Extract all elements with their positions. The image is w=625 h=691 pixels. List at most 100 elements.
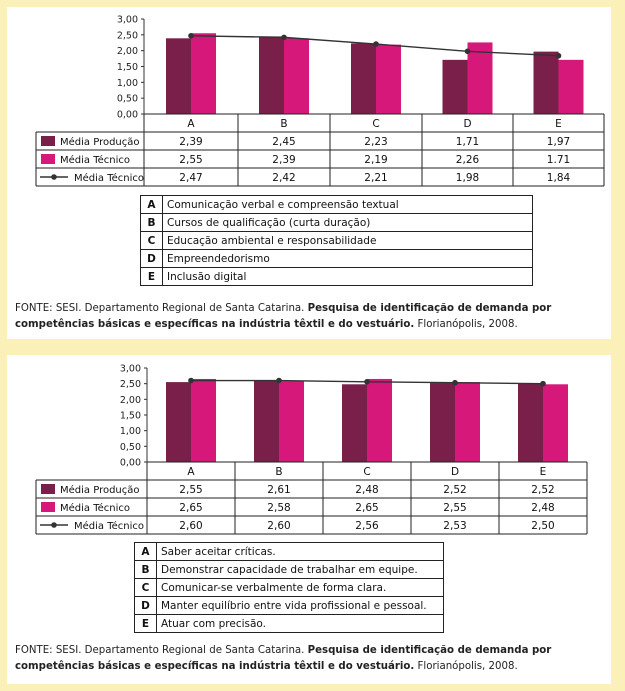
line-point-c [373,41,379,47]
y-tick-label: 0,00 [120,458,141,469]
line-point-d [464,48,471,55]
category-label-a: A [187,466,195,478]
y-tick-label: 1,00 [120,426,141,437]
data-label: 2,56 [355,520,379,532]
row-label-tecnico: Média Técnico [60,154,130,166]
data-label: 2,50 [531,520,554,532]
bar-tecnico-c [367,378,392,462]
legend-swatch-tecnico [41,502,55,512]
bar-tecnico-d [467,42,493,114]
row-label-line: Média Técnico [74,520,144,532]
bar-producao-c [351,43,376,115]
data-label: 2,60 [179,520,202,532]
data-label: 2,61 [267,484,290,496]
line-point-d [452,379,458,386]
row-label-producao: Média Produção [60,484,140,496]
line-point-e [540,380,546,387]
data-label: 2,45 [272,136,295,148]
legend-text: Manter equilíbrio entre vida profissiona… [156,596,444,615]
legend-row-b: B Cursos de qualificação (curta duração) [140,213,533,232]
legend-swatch-producao [41,136,55,146]
y-tick-label: 3,00 [117,15,138,26]
legend-text: Saber aceitar críticas. [156,542,444,561]
line-point-e [555,52,562,59]
y-tick-label: 2,50 [117,30,138,41]
chart-panel-1: 3,00 2,50 2,00 1,50 1,00 0,50 0,00 A B C D E Média P… [7,7,611,339]
y-tick-label: 2,00 [117,46,138,57]
legend-table-2: A Saber aceitar críticas. B Demonstrar capa… [134,542,444,633]
line-point-b [281,34,287,41]
category-label-b: B [280,118,287,130]
data-label: 2,26 [456,154,480,166]
data-label: 2,65 [179,502,202,514]
data-label: 1,84 [547,172,571,184]
legend-line-marker [51,174,57,180]
legend-code: A [140,195,163,214]
bar-tecnico-a [191,378,216,462]
chart-1: 3,00 2,50 2,00 1,50 1,00 0,50 0,00 A B C D E Média P… [35,15,605,187]
category-label-d: D [451,466,459,478]
data-label: 2,58 [267,502,290,514]
data-label: 2,48 [531,502,554,514]
legend-code: C [140,231,163,250]
y-tick-label: 0,50 [120,442,141,453]
legend-text: Educação ambiental e responsabilidade [162,231,533,250]
legend-text: Comunicar-se verbalmente de forma clara. [156,578,444,597]
legend-row-e: E Inclusão digital [140,267,533,286]
bar-tecnico-e [558,59,584,114]
legend-text: Inclusão digital [162,267,533,286]
chart-panel-2: 3,00 2,50 2,00 1,50 1,00 0,50 0,00 A B C D E Média P… [7,355,611,684]
category-label-b: B [275,466,282,478]
data-label: 2,42 [272,172,295,184]
category-label-e: E [555,118,562,130]
y-tick-label: 1,50 [117,62,138,73]
data-label: 1,71 [456,136,479,148]
legend-code: B [140,213,163,232]
data-label: 2,23 [364,136,387,148]
category-label-c: C [363,466,370,478]
legend-row-c: C Comunicar-se verbalmente de forma clara… [134,578,444,597]
data-label: 2,60 [267,520,290,532]
bar-tecnico-c [376,44,401,114]
source-note-1: FONTE: SESI. Departamento Regional de Sa… [15,303,552,330]
data-label: 2,39 [272,154,295,166]
data-label: 2,55 [443,502,466,514]
data-label: 1,98 [456,172,479,184]
category-label-a: A [187,118,195,130]
legend-row-c: C Educação ambiental e responsabilidade [140,231,533,250]
legend-row-b: B Demonstrar capacidade de trabalhar em e… [134,560,444,579]
bar-tecnico-d [455,382,480,462]
line-point-c [364,378,370,385]
legend-code: E [140,267,163,286]
legend-text: Cursos de qualificação (curta duração) [162,213,533,232]
bar-producao-b [259,36,284,114]
source-note-2: FONTE: SESI. Departamento Regional de Sa… [15,645,552,672]
bar-producao-d [430,383,455,462]
y-tick-label: 3,00 [120,364,141,375]
legend-line-marker [51,522,57,528]
data-label: 1,97 [547,136,570,148]
legend-row-d: D Manter equilíbrio entre vida profission… [134,596,444,615]
y-tick-label: 2,50 [120,379,141,390]
line-point-b [276,377,282,384]
category-label-c: C [372,118,379,130]
chart-2: 3,00 2,50 2,00 1,50 1,00 0,50 0,00 A B C D E Média P… [35,364,588,535]
data-label: 2,39 [179,136,202,148]
bar-producao-b [254,380,279,462]
legend-text: Comunicação verbal e compreensão textual [162,195,533,214]
data-label: 2,47 [179,172,202,184]
y-tick-label: 1,50 [120,411,141,422]
legend-text: Demonstrar capacidade de trabalhar em eq… [156,560,444,579]
bar-producao-d [442,59,468,114]
bar-producao-a [166,38,191,114]
bar-producao-e [518,383,543,462]
bar-tecnico-b [279,381,304,462]
data-label: 1.71 [547,154,570,166]
legend-code: C [134,578,157,597]
bar-producao-c [342,384,367,462]
line-point-a [188,32,194,39]
category-label-d: D [463,118,471,130]
legend-row-e: E Atuar com precisão. [134,614,444,633]
data-label: 2,19 [364,154,387,166]
line-point-a [188,377,194,384]
